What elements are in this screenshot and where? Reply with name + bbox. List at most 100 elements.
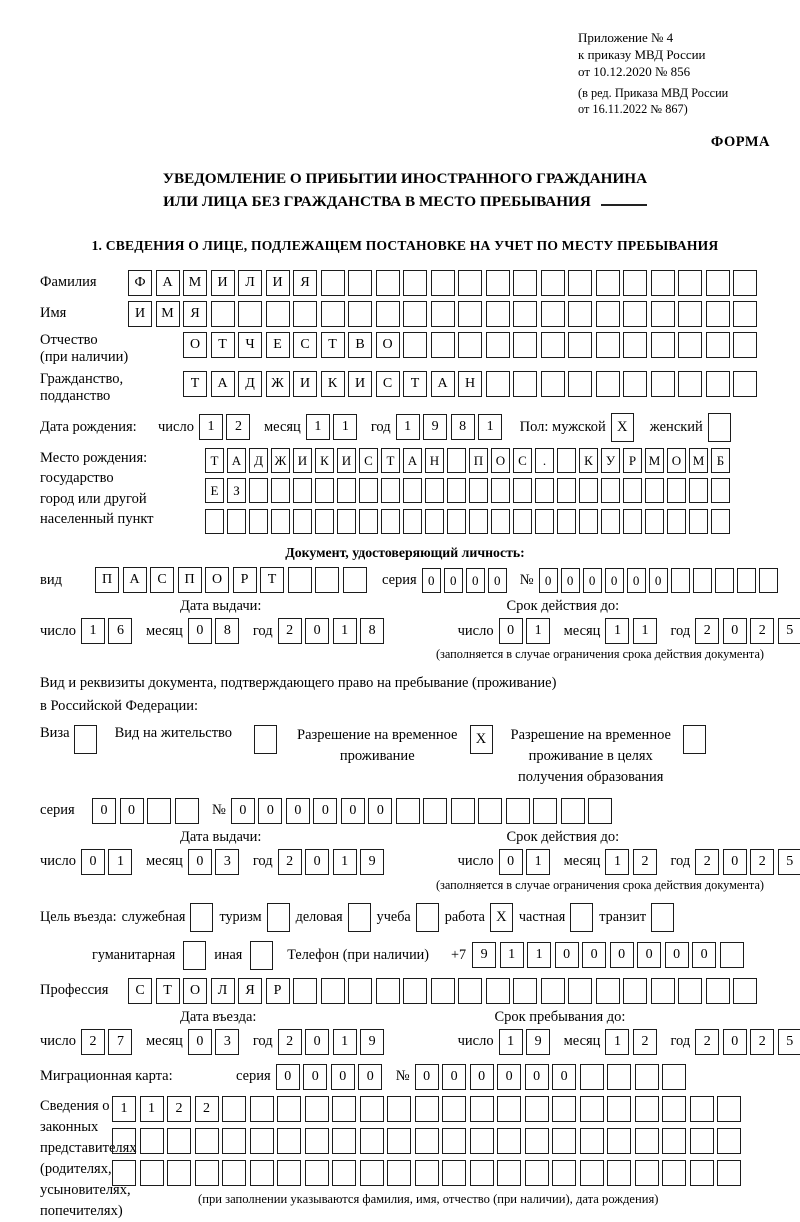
char-box[interactable]: 2 bbox=[194, 1095, 219, 1122]
char-box[interactable]: 1 bbox=[112, 1095, 136, 1122]
temporary-residence-checkbox[interactable]: X bbox=[469, 724, 493, 754]
char-box[interactable] bbox=[442, 1159, 466, 1186]
char-box[interactable]: 0 bbox=[230, 797, 255, 824]
char-box[interactable] bbox=[403, 269, 427, 296]
char-box[interactable] bbox=[293, 977, 317, 1004]
char-box[interactable] bbox=[491, 508, 510, 534]
char-box[interactable]: М bbox=[155, 300, 180, 327]
char-box[interactable]: 0 bbox=[368, 797, 393, 824]
char-box[interactable]: З bbox=[227, 478, 246, 504]
char-box[interactable] bbox=[469, 508, 488, 534]
char-box[interactable]: 1 bbox=[605, 618, 630, 645]
char-box[interactable]: Т bbox=[155, 977, 180, 1004]
char-box[interactable]: 0 bbox=[498, 618, 523, 645]
char-box[interactable]: И bbox=[337, 447, 356, 473]
char-box[interactable]: 2 bbox=[750, 1028, 775, 1055]
char-box[interactable] bbox=[568, 331, 592, 358]
char-box[interactable]: 0 bbox=[313, 797, 338, 824]
char-box[interactable] bbox=[623, 508, 642, 534]
char-box[interactable]: А bbox=[210, 370, 235, 397]
char-box[interactable] bbox=[497, 1095, 521, 1122]
char-box[interactable] bbox=[485, 977, 510, 1004]
char-box[interactable]: И bbox=[348, 370, 372, 397]
char-box[interactable] bbox=[315, 478, 334, 504]
char-box[interactable]: 0 bbox=[187, 848, 212, 875]
char-box[interactable]: Т bbox=[381, 447, 400, 473]
char-box[interactable]: 3 bbox=[215, 1028, 240, 1055]
char-box[interactable] bbox=[623, 269, 647, 296]
char-box[interactable] bbox=[167, 1127, 191, 1154]
char-box[interactable] bbox=[403, 977, 427, 1004]
char-box[interactable] bbox=[607, 1095, 631, 1122]
char-box[interactable] bbox=[678, 977, 702, 1004]
char-box[interactable] bbox=[414, 1095, 439, 1122]
char-box[interactable]: 1 bbox=[478, 414, 503, 441]
char-box[interactable] bbox=[320, 300, 345, 327]
char-box[interactable]: М bbox=[689, 447, 708, 473]
char-box[interactable] bbox=[689, 1095, 714, 1122]
char-box[interactable]: 0 bbox=[722, 618, 747, 645]
char-box[interactable] bbox=[524, 1095, 549, 1122]
char-box[interactable] bbox=[662, 1159, 686, 1186]
char-box[interactable] bbox=[607, 1063, 632, 1090]
char-box[interactable] bbox=[623, 331, 647, 358]
char-box[interactable]: 1 bbox=[499, 942, 524, 969]
char-box[interactable] bbox=[607, 1159, 631, 1186]
char-box[interactable]: М bbox=[645, 447, 664, 473]
char-box[interactable] bbox=[375, 269, 400, 296]
char-box[interactable]: 0 bbox=[524, 1063, 549, 1090]
char-box[interactable] bbox=[568, 370, 592, 397]
char-box[interactable] bbox=[552, 1095, 576, 1122]
char-box[interactable] bbox=[678, 331, 702, 358]
purpose-official-checkbox[interactable] bbox=[190, 902, 214, 932]
char-box[interactable]: 1 bbox=[108, 848, 133, 875]
char-box[interactable] bbox=[139, 1127, 164, 1154]
char-box[interactable] bbox=[711, 508, 730, 534]
char-box[interactable]: Е bbox=[205, 478, 224, 504]
char-box[interactable] bbox=[304, 1127, 329, 1154]
char-box[interactable]: 0 bbox=[340, 797, 365, 824]
purpose-business-checkbox[interactable] bbox=[347, 902, 371, 932]
char-box[interactable] bbox=[557, 478, 576, 504]
char-box[interactable]: О bbox=[667, 447, 686, 473]
char-box[interactable]: 3 bbox=[215, 848, 240, 875]
purpose-tourism-checkbox[interactable] bbox=[266, 902, 290, 932]
char-box[interactable] bbox=[540, 300, 565, 327]
char-box[interactable] bbox=[222, 1095, 246, 1122]
char-box[interactable]: 1 bbox=[526, 618, 551, 645]
char-box[interactable] bbox=[249, 1127, 274, 1154]
char-box[interactable] bbox=[112, 1127, 136, 1154]
char-box[interactable] bbox=[733, 331, 757, 358]
char-box[interactable] bbox=[601, 478, 620, 504]
char-box[interactable]: 1 bbox=[305, 414, 330, 441]
purpose-private-checkbox[interactable] bbox=[570, 902, 594, 932]
char-box[interactable]: 0 bbox=[722, 848, 747, 875]
char-box[interactable]: 0 bbox=[604, 567, 624, 593]
char-box[interactable]: П bbox=[177, 567, 202, 594]
char-box[interactable] bbox=[650, 331, 675, 358]
char-box[interactable] bbox=[733, 977, 757, 1004]
char-box[interactable] bbox=[491, 478, 510, 504]
char-box[interactable]: 0 bbox=[305, 848, 330, 875]
char-box[interactable]: 0 bbox=[92, 797, 116, 824]
char-box[interactable] bbox=[238, 300, 262, 327]
char-box[interactable] bbox=[293, 300, 317, 327]
char-box[interactable]: Я bbox=[238, 977, 262, 1004]
char-box[interactable] bbox=[430, 300, 455, 327]
char-box[interactable] bbox=[210, 300, 235, 327]
char-box[interactable]: 1 bbox=[605, 848, 630, 875]
char-box[interactable] bbox=[381, 478, 400, 504]
char-box[interactable] bbox=[705, 331, 730, 358]
char-box[interactable] bbox=[348, 269, 372, 296]
char-box[interactable]: 1 bbox=[333, 414, 358, 441]
char-box[interactable]: Л bbox=[238, 269, 262, 296]
char-box[interactable] bbox=[425, 508, 444, 534]
char-box[interactable] bbox=[588, 797, 613, 824]
char-box[interactable] bbox=[568, 269, 592, 296]
char-box[interactable]: И bbox=[265, 269, 290, 296]
char-box[interactable]: 0 bbox=[692, 942, 717, 969]
char-box[interactable]: И bbox=[293, 370, 317, 397]
char-box[interactable] bbox=[359, 508, 378, 534]
char-box[interactable]: П bbox=[469, 447, 488, 473]
char-box[interactable] bbox=[458, 331, 482, 358]
